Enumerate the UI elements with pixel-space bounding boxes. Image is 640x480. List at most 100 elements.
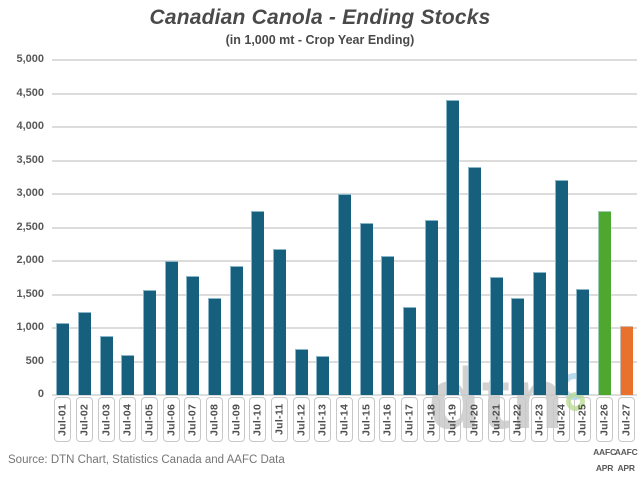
x-axis-label-box-Jul-08	[206, 397, 223, 442]
x-axis-label-Jul-15: Jul-15	[360, 403, 373, 436]
bar-Jul-08	[208, 297, 221, 395]
bar-Jul-24	[554, 179, 568, 395]
sub-label-Jul-27-apr: APR	[617, 463, 635, 473]
y-axis-tick-5000: 5,000	[16, 53, 44, 65]
bar-Jul-20	[468, 166, 481, 395]
x-axis-label-box-Jul-23	[531, 397, 548, 442]
x-axis-label-Jul-24: Jul-24	[555, 403, 568, 436]
gridline-5000	[52, 59, 637, 61]
x-axis-label-Jul-09: Jul-09	[230, 403, 243, 436]
y-axis-tick-3000: 3,000	[16, 187, 44, 199]
y-axis-tick-2000: 2,000	[16, 254, 44, 266]
x-axis-label-box-Jul-02	[76, 397, 93, 442]
x-axis-label-Jul-11: Jul-11	[273, 403, 286, 436]
source-credit: Source: DTN Chart, Statistics Canada and…	[8, 454, 285, 466]
x-axis-label-box-Jul-22	[509, 397, 527, 442]
x-axis-label-box-Jul-04	[119, 397, 137, 442]
bar-Jul-19	[446, 100, 460, 395]
x-axis-label-Jul-07: Jul-07	[186, 403, 199, 436]
x-axis-label-Jul-26: Jul-26	[598, 403, 611, 436]
bar-Jul-13	[316, 356, 330, 395]
bar-Jul-03	[99, 336, 113, 395]
chart-title: Canadian Canola - Ending Stocks	[149, 6, 491, 29]
sub-label-Jul-26-aafc: AAFC	[593, 447, 616, 457]
x-axis-label-box-Jul-21	[487, 397, 505, 442]
bar-Jul-01	[56, 322, 70, 395]
bar-Jul-21	[489, 277, 503, 395]
bar-Jul-14	[338, 194, 351, 395]
x-axis-label-box-Jul-11	[271, 397, 288, 442]
bar-Jul-25	[576, 289, 590, 395]
bar-Jul-06	[164, 261, 178, 395]
chart-subtitle: (in 1,000 mt - Crop Year Ending)	[225, 33, 415, 47]
sub-label-Jul-27-aafc: AAFC	[614, 447, 638, 457]
x-axis-label-Jul-03: Jul-03	[100, 403, 113, 436]
x-axis-label-Jul-17: Jul-17	[403, 403, 416, 436]
x-axis-label-Jul-22: Jul-22	[511, 403, 524, 436]
x-axis-label-box-Jul-26	[596, 397, 613, 442]
x-axis-label-Jul-21: Jul-21	[490, 403, 503, 436]
x-axis-label-Jul-16: Jul-16	[381, 403, 394, 436]
bar-Jul-02	[78, 311, 91, 395]
y-axis-tick-500: 500	[25, 354, 44, 367]
x-axis-label-Jul-23: Jul-23	[533, 403, 546, 436]
gridline-4000	[52, 126, 637, 128]
y-axis-tick-3500: 3,500	[16, 153, 44, 166]
x-axis-label-box-Jul-09	[227, 397, 245, 442]
bar-Jul-12	[294, 348, 308, 395]
x-axis-label-box-Jul-18	[422, 397, 440, 442]
bar-Jul-16	[381, 256, 395, 395]
bar-Jul-15	[359, 223, 373, 395]
dtn-logo-swirl-green	[566, 392, 585, 411]
x-axis-label-Jul-14: Jul-14	[338, 403, 351, 436]
x-axis-label-Jul-08: Jul-08	[208, 403, 221, 436]
gridline-4500	[52, 92, 637, 95]
x-axis-label-Jul-20: Jul-20	[468, 403, 481, 436]
x-axis-label-box-Jul-16	[379, 397, 397, 442]
x-axis-label-Jul-05: Jul-05	[143, 403, 156, 436]
y-axis-tick-4500: 4,500	[16, 86, 44, 99]
x-axis-label-Jul-19: Jul-19	[446, 403, 459, 436]
bar-Jul-04	[121, 354, 135, 395]
y-axis-tick-1500: 1,500	[16, 287, 44, 300]
sub-label-Jul-26-apr: APR	[595, 463, 614, 473]
x-axis-label-Jul-27: Jul-27	[620, 403, 633, 436]
x-axis-label-Jul-13: Jul-13	[316, 403, 329, 436]
bar-Jul-17	[403, 306, 416, 395]
x-axis-label-box-Jul-14	[336, 397, 353, 442]
bar-Jul-26	[598, 210, 611, 395]
x-axis-label-box-Jul-07	[184, 397, 202, 442]
y-axis-tick-2500: 2,500	[16, 220, 44, 233]
bar-Jul-10	[251, 211, 265, 395]
x-axis-label-box-Jul-24	[552, 397, 570, 442]
bar-Jul-05	[143, 289, 156, 395]
bar-Jul-27	[619, 325, 633, 395]
bar-Jul-09	[229, 265, 243, 395]
y-axis-tick-0: 0	[37, 388, 44, 400]
x-axis-label-Jul-02: Jul-02	[78, 403, 91, 436]
y-axis-tick-1000: 1,000	[16, 321, 44, 333]
bar-Jul-23	[533, 271, 546, 395]
x-axis-label-box-Jul-27	[617, 397, 635, 442]
x-axis-label-box-Jul-20	[466, 397, 483, 442]
x-axis-label-Jul-01: Jul-01	[56, 403, 69, 436]
bar-Jul-22	[511, 297, 525, 395]
x-axis-label-Jul-06: Jul-06	[165, 403, 178, 436]
bar-Jul-07	[186, 275, 200, 395]
x-axis-label-box-Jul-01	[54, 397, 72, 442]
x-axis-label-box-Jul-15	[357, 397, 375, 442]
x-axis-label-box-Jul-13	[314, 397, 332, 442]
gridline-3500	[52, 159, 637, 162]
x-axis-label-Jul-25: Jul-25	[576, 403, 589, 436]
bar-Jul-11	[273, 248, 286, 395]
x-axis-label-box-Jul-03	[97, 397, 115, 442]
x-axis-label-Jul-12: Jul-12	[295, 403, 308, 436]
x-axis-label-Jul-04: Jul-04	[121, 403, 134, 436]
x-axis-label-Jul-10: Jul-10	[251, 403, 264, 436]
x-axis-label-box-Jul-19	[444, 397, 462, 442]
bar-Jul-18	[424, 220, 438, 395]
x-axis-label-box-Jul-05	[141, 397, 158, 442]
x-axis-label-box-Jul-17	[401, 397, 418, 442]
x-axis-label-box-Jul-10	[249, 397, 267, 442]
